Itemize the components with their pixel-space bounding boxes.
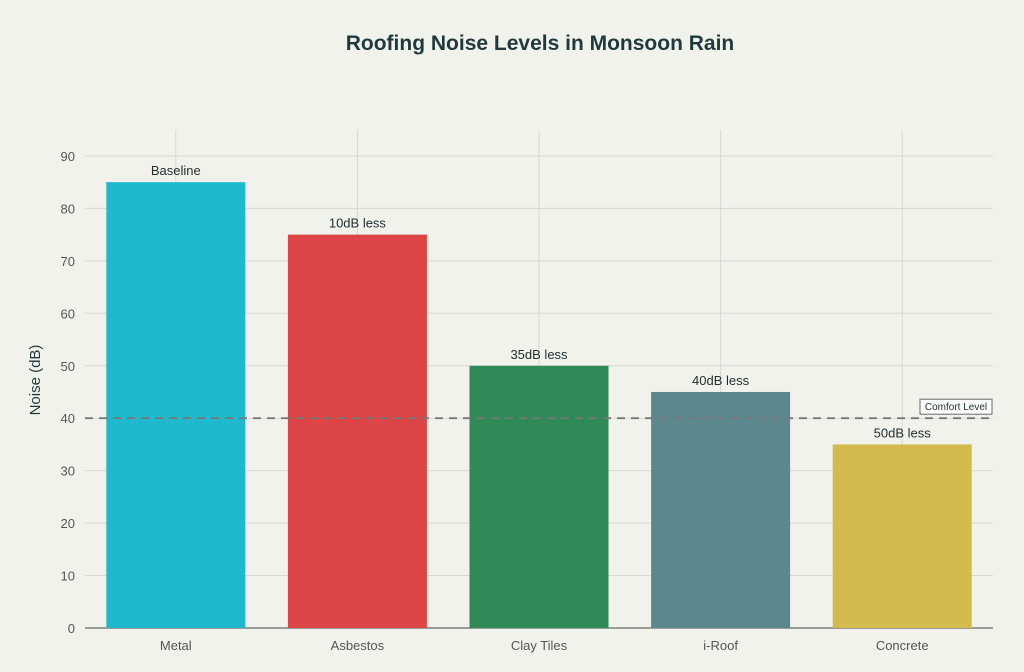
- bar-asbestos: [287, 234, 427, 628]
- y-tick-label: 90: [61, 149, 75, 164]
- chart-title: Roofing Noise Levels in Monsoon Rain: [346, 32, 735, 55]
- data-label: Baseline: [151, 163, 201, 178]
- y-tick-label: 0: [68, 621, 75, 636]
- x-tick-label: Asbestos: [331, 638, 385, 653]
- data-label: 10dB less: [329, 216, 387, 231]
- y-tick-label: 40: [61, 411, 75, 426]
- x-tick-label: Clay Tiles: [511, 638, 568, 653]
- x-tick-label: i-Roof: [703, 638, 738, 653]
- bar-clay-tiles: [469, 365, 609, 628]
- bar-i-roof: [651, 391, 791, 628]
- y-tick-label: 80: [61, 201, 75, 216]
- x-axis-ticks: Metal Asbestos Clay Tiles i-Roof Concrete: [160, 638, 929, 653]
- y-tick-label: 70: [61, 254, 75, 269]
- comfort-level-label: Comfort Level: [925, 402, 987, 413]
- x-tick-label: Concrete: [876, 638, 929, 653]
- y-tick-label: 30: [61, 464, 75, 479]
- y-axis-ticks: 0 10 20 30 40 50 60 70 80 90: [61, 149, 75, 636]
- data-label: 35dB less: [510, 347, 568, 362]
- y-axis-label: Noise (dB): [27, 345, 44, 416]
- reference-line-group: Comfort Level: [85, 398, 993, 420]
- comfort-level-box: [919, 398, 993, 415]
- x-tick-label: Metal: [160, 638, 192, 653]
- y-tick-label: 10: [61, 569, 75, 584]
- y-tick-label: 50: [61, 359, 75, 374]
- bars: Baseline 10dB less 35dB less 40dB less 50dB …: [106, 163, 972, 629]
- data-label: 50dB less: [874, 425, 932, 440]
- data-label: 40dB less: [692, 373, 750, 388]
- bar-metal: [106, 182, 246, 629]
- y-tick-label: 20: [61, 516, 75, 531]
- y-tick-label: 60: [61, 306, 75, 321]
- bar-concrete: [832, 444, 972, 628]
